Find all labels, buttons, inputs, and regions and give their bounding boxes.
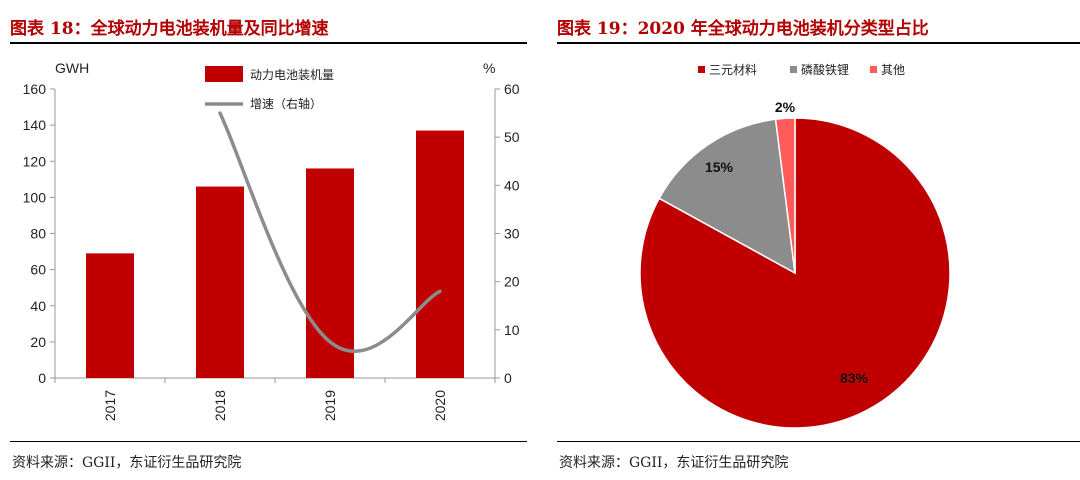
pie-value-label: 2% <box>775 99 796 115</box>
left-y-tick-label: 120 <box>23 153 47 169</box>
right-chart-title: 图表 19：2020 年全球动力电池装机分类型占比 <box>557 19 929 39</box>
pie-legend-label: 三元材料 <box>709 63 757 77</box>
left-y-tick-label: 80 <box>30 226 46 242</box>
left-y-tick-label: 0 <box>38 370 46 386</box>
x-tick-label-2020: 2020 <box>432 390 448 421</box>
left-y-tick-label: 160 <box>23 81 47 97</box>
x-tick-label-2018: 2018 <box>212 390 228 421</box>
left-y-axis-unit: GWH <box>55 60 89 76</box>
right-y-tick-label: 60 <box>504 81 520 97</box>
pie-legend-swatch <box>790 66 797 73</box>
pie-slice-其他 <box>774 117 796 274</box>
legend-swatch-bar <box>205 66 243 82</box>
right-source-note: 资料来源：GGII，东证衍生品研究院 <box>559 455 789 471</box>
left-y-tick-label: 20 <box>30 334 46 350</box>
legend-label-bar: 动力电池装机量 <box>250 68 334 82</box>
pie-value-label: 83% <box>840 370 869 386</box>
left-y-tick-label: 40 <box>30 298 46 314</box>
bar-2017 <box>86 253 134 378</box>
pie-value-label: 15% <box>705 159 734 175</box>
right-y-tick-label: 50 <box>504 129 520 145</box>
right-y-tick-label: 10 <box>504 322 520 338</box>
pie-legend-swatch <box>698 66 705 73</box>
left-y-tick-label: 140 <box>23 117 47 133</box>
left-source-rule <box>10 441 527 442</box>
bar-line-chart: 0 20 40 60 80 100 120 140 160 0 10 20 30 40 50 60 GWH % 20… <box>23 60 520 421</box>
left-panel: 图表 18：全球动力电池装机量及同比增速 0 20 40 60 80 100 120 140 1… <box>0 0 527 480</box>
pie-legend-label: 磷酸铁锂 <box>801 62 849 77</box>
right-y-tick-label: 0 <box>504 370 512 386</box>
right-source-rule <box>557 441 1080 442</box>
right-y-tick-label: 40 <box>504 177 520 193</box>
bar-2020 <box>416 130 464 378</box>
pie-slice-磷酸铁锂 <box>658 118 796 275</box>
left-y-tick-label: 100 <box>23 189 47 205</box>
pie-chart: 83% 15% 2% 三元材料 磷酸铁锂 其他 <box>639 62 951 429</box>
pie-legend-label: 其他 <box>881 63 905 77</box>
legend-label-line: 增速（右轴） <box>250 96 322 111</box>
right-y-tick-label: 30 <box>504 226 520 242</box>
right-panel: 图表 19：2020 年全球动力电池装机分类型占比 83% 15% 2% 三元材料 磷酸… <box>547 0 1080 480</box>
left-chart-title: 图表 18：全球动力电池装机量及同比增速 <box>10 19 329 39</box>
right-y-axis-unit: % <box>483 60 495 76</box>
left-y-tick-label: 60 <box>30 262 46 278</box>
bar-2019 <box>306 168 354 378</box>
x-tick-label-2019: 2019 <box>322 390 338 421</box>
left-title-rule <box>10 42 527 44</box>
pie-legend-swatch <box>870 66 877 73</box>
bar-2018 <box>196 186 244 378</box>
left-source-note: 资料来源：GGII，东证衍生品研究院 <box>12 455 242 471</box>
x-tick-label-2017: 2017 <box>102 390 118 421</box>
growth-rate-line <box>218 111 442 353</box>
right-y-tick-label: 20 <box>504 274 520 290</box>
right-title-rule <box>557 42 1080 44</box>
